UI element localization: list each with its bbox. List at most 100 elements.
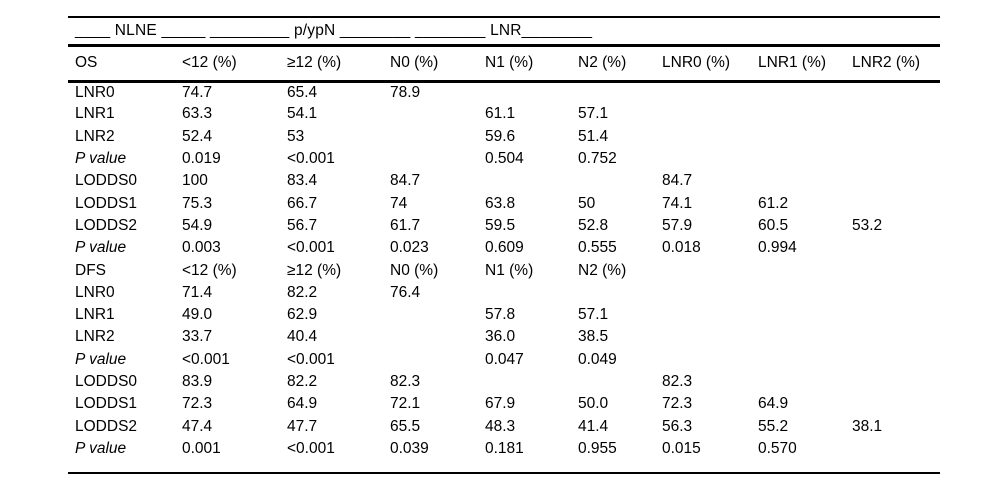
table-row: LODDS1 72.3 64.9 72.1 67.9 50.0 72.3 64.9 bbox=[68, 393, 940, 415]
cell bbox=[390, 349, 485, 371]
cell bbox=[852, 170, 940, 192]
table-row: P value <0.001 <0.001 0.047 0.049 bbox=[68, 349, 940, 371]
column-header-lnr0: LNR0 (%) bbox=[662, 54, 731, 71]
cell bbox=[852, 192, 940, 214]
cell bbox=[852, 304, 940, 326]
cell bbox=[758, 282, 852, 304]
cell: 53.2 bbox=[852, 216, 883, 234]
row-label: LNR1 bbox=[75, 306, 115, 324]
cell bbox=[852, 237, 940, 259]
cell: 64.9 bbox=[758, 395, 789, 413]
row-label: LODDS2 bbox=[75, 417, 138, 435]
table-row: LNR0 71.4 82.2 76.4 bbox=[68, 282, 940, 304]
cell bbox=[390, 304, 485, 326]
cell: 61.7 bbox=[390, 216, 421, 234]
cell: <0.001 bbox=[287, 239, 335, 257]
column-header-lnr2: LNR2 (%) bbox=[852, 54, 921, 71]
column-header-row: OS <12 (%) ≥12 (%) N0 (%) N1 (%) N2 (%) … bbox=[68, 45, 940, 81]
row-label: LODDS2 bbox=[75, 216, 138, 234]
row-label: LODDS0 bbox=[75, 373, 138, 390]
cell bbox=[758, 126, 852, 148]
cell bbox=[578, 81, 662, 103]
cell: 0.047 bbox=[485, 350, 524, 368]
cell: N1 (%) bbox=[485, 261, 534, 279]
cell: 53 bbox=[287, 127, 305, 145]
group-header-row: ____ NLNE _____ _________ p/ypN ________… bbox=[68, 17, 940, 45]
cell: 82.2 bbox=[287, 373, 318, 390]
cell bbox=[852, 326, 940, 348]
cell bbox=[662, 282, 758, 304]
cell bbox=[390, 103, 485, 125]
cell: 38.1 bbox=[852, 417, 883, 435]
cell bbox=[852, 371, 940, 393]
cell: N2 (%) bbox=[578, 261, 627, 279]
cell bbox=[758, 371, 852, 393]
table-row: LODDS2 47.4 47.7 65.5 48.3 41.4 56.3 55.2 38.1 bbox=[68, 415, 940, 437]
cell bbox=[852, 393, 940, 415]
table-row: LNR2 33.7 40.4 36.0 38.5 bbox=[68, 326, 940, 348]
table-row: LODDS0 83.9 82.2 82.3 82.3 bbox=[68, 371, 940, 393]
cell: <0.001 bbox=[287, 350, 335, 368]
cell: 56.7 bbox=[287, 216, 318, 234]
column-header-n1: N1 (%) bbox=[485, 54, 534, 71]
cell: 59.6 bbox=[485, 127, 516, 145]
cell: 47.4 bbox=[182, 417, 213, 435]
cell: 71.4 bbox=[182, 283, 213, 301]
cell: 84.7 bbox=[390, 172, 421, 190]
cell bbox=[485, 170, 578, 192]
spacer-cell bbox=[68, 460, 940, 473]
table-body: LNR0 74.7 65.4 78.9 LNR1 63.3 54.1 61.1 57.1 LNR2… bbox=[68, 81, 940, 460]
cell bbox=[852, 126, 940, 148]
cell bbox=[662, 349, 758, 371]
row-label: LNR0 bbox=[75, 283, 115, 301]
cell bbox=[852, 103, 940, 125]
cell: 64.9 bbox=[287, 395, 318, 413]
cell bbox=[758, 103, 852, 125]
cell: 0.609 bbox=[485, 239, 524, 257]
cell: 0.181 bbox=[485, 439, 524, 457]
row-label: LODDS1 bbox=[75, 194, 138, 212]
cell bbox=[485, 282, 578, 304]
cell: 74.7 bbox=[182, 83, 213, 101]
survival-table: ____ NLNE _____ _________ p/ypN ________… bbox=[68, 16, 940, 475]
cell: 48.3 bbox=[485, 417, 516, 435]
cell bbox=[662, 304, 758, 326]
cell: 72.1 bbox=[390, 395, 421, 413]
cell: 61.1 bbox=[485, 105, 516, 123]
cell bbox=[758, 349, 852, 371]
row-label: LNR2 bbox=[75, 127, 115, 145]
cell: 33.7 bbox=[182, 328, 213, 346]
row-label: P value bbox=[75, 439, 127, 457]
cell bbox=[578, 282, 662, 304]
cell bbox=[852, 282, 940, 304]
cell: 84.7 bbox=[662, 172, 693, 190]
cell: 65.4 bbox=[287, 83, 318, 101]
cell bbox=[758, 170, 852, 192]
row-label: P value bbox=[75, 239, 127, 257]
group-header-text: ____ NLNE _____ _________ p/ypN ________… bbox=[75, 21, 593, 39]
cell bbox=[758, 326, 852, 348]
cell bbox=[662, 148, 758, 170]
cell: 72.3 bbox=[182, 395, 213, 413]
cell: 0.955 bbox=[578, 439, 617, 457]
cell: 0.023 bbox=[390, 239, 429, 257]
cell: 74.1 bbox=[662, 194, 693, 212]
cell bbox=[390, 148, 485, 170]
cell: 0.994 bbox=[758, 239, 797, 257]
cell: 47.7 bbox=[287, 417, 318, 435]
cell bbox=[390, 326, 485, 348]
table-row: P value 0.003 <0.001 0.023 0.609 0.555 0.018 0.… bbox=[68, 237, 940, 259]
column-header-n2: N2 (%) bbox=[578, 54, 627, 71]
cell: 0.039 bbox=[390, 439, 429, 457]
cell: 82.2 bbox=[287, 283, 318, 301]
cell: ≥12 (%) bbox=[287, 261, 342, 279]
cell bbox=[852, 148, 940, 170]
cell: 67.9 bbox=[485, 395, 516, 413]
cell: 75.3 bbox=[182, 194, 213, 212]
spacer-row bbox=[68, 460, 940, 473]
cell: 74 bbox=[390, 194, 408, 212]
cell: 55.2 bbox=[758, 417, 789, 435]
row-label: P value bbox=[75, 150, 127, 168]
cell: <0.001 bbox=[287, 150, 335, 168]
cell: 50.0 bbox=[578, 395, 609, 413]
